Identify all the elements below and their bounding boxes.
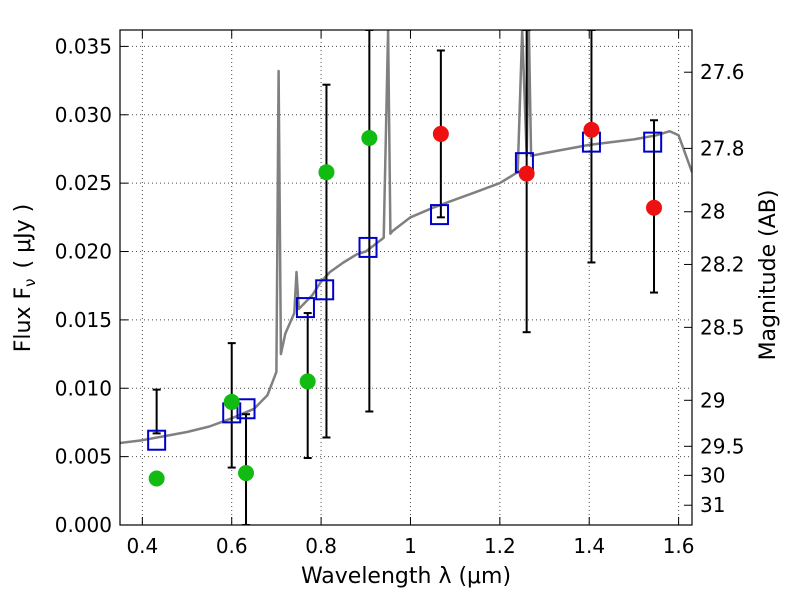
mag-tick-label: 28.5 [700,315,745,339]
data-point-green [299,373,316,390]
data-layer [120,30,692,525]
mag-tick-label: 30 [700,463,725,487]
y-tick-label: 0.035 [55,34,112,58]
x-axis-title: Wavelength λ (μm) [301,564,511,589]
data-point-red [646,199,663,216]
x-tick-label: 0.8 [305,534,337,558]
y-tick-label: 0.025 [55,171,112,195]
tick-layer: 0.4 0.6 0.8 1 1.2 1.4 1.6 0.000 0.005 0.010 0.015 0… [55,30,745,558]
mag-tick-label: 28.2 [700,252,745,276]
y-axis-title-unit: ( μJy ) [11,204,36,269]
x-tick-label: 0.4 [126,534,158,558]
data-point-green [223,393,240,410]
model-point-square [295,297,315,319]
data-point-green [148,470,165,487]
y-tick-label: 0.010 [55,376,112,400]
y-axis-title-sub: ν [21,278,39,286]
x-tick-label: 1.6 [663,534,695,558]
y-tick-label: 0.000 [55,513,112,537]
data-point-red [432,125,449,142]
mag-tick-label: 28 [700,200,725,224]
mag-tick-label: 29 [700,388,725,412]
spectrum-line [120,30,692,445]
y2-axis-title: Magnitude (AB) [756,190,781,361]
model-point-square [315,279,335,301]
model-point-square [147,429,167,451]
y-tick-label: 0.005 [55,445,112,469]
model-point-square [358,236,378,258]
y-tick-label: 0.030 [55,103,112,127]
model-point-square [430,204,450,226]
y-axis-title-main: Flux F [11,287,36,352]
mag-tick-label: 27.6 [700,60,745,84]
y-tick-label: 0.020 [55,240,112,264]
x-tick-label: 1.2 [484,534,516,558]
model-point-square [236,398,256,420]
data-point-red [518,165,535,182]
mag-tick-label: 29.5 [700,434,745,458]
y-tick-label: 0.015 [55,308,112,332]
x-tick-label: 1 [404,534,417,558]
data-point-green [318,164,335,181]
data-point-red [583,121,600,138]
model-point-square [643,131,663,153]
y-axis-title: Flux Fν ( μJy ) [11,204,39,352]
data-point-green [238,465,255,482]
x-tick-label: 1.4 [573,534,605,558]
data-point-green [361,130,378,147]
x-tick-label: 0.6 [216,534,248,558]
plot-frame [119,29,693,526]
mag-tick-label: 31 [700,493,725,517]
mag-tick-label: 27.8 [700,136,745,160]
